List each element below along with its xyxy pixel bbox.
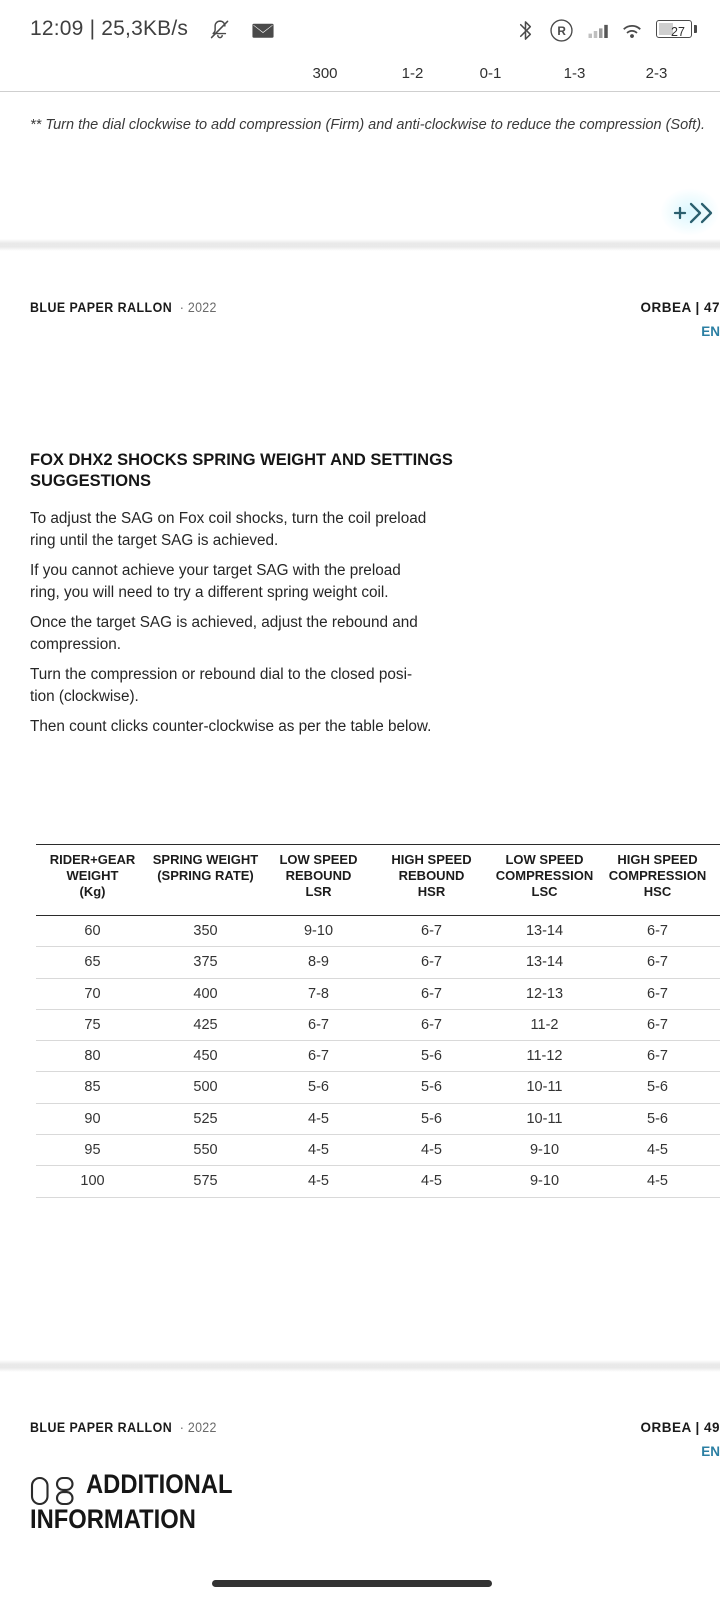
svg-text:R: R [557, 24, 566, 38]
